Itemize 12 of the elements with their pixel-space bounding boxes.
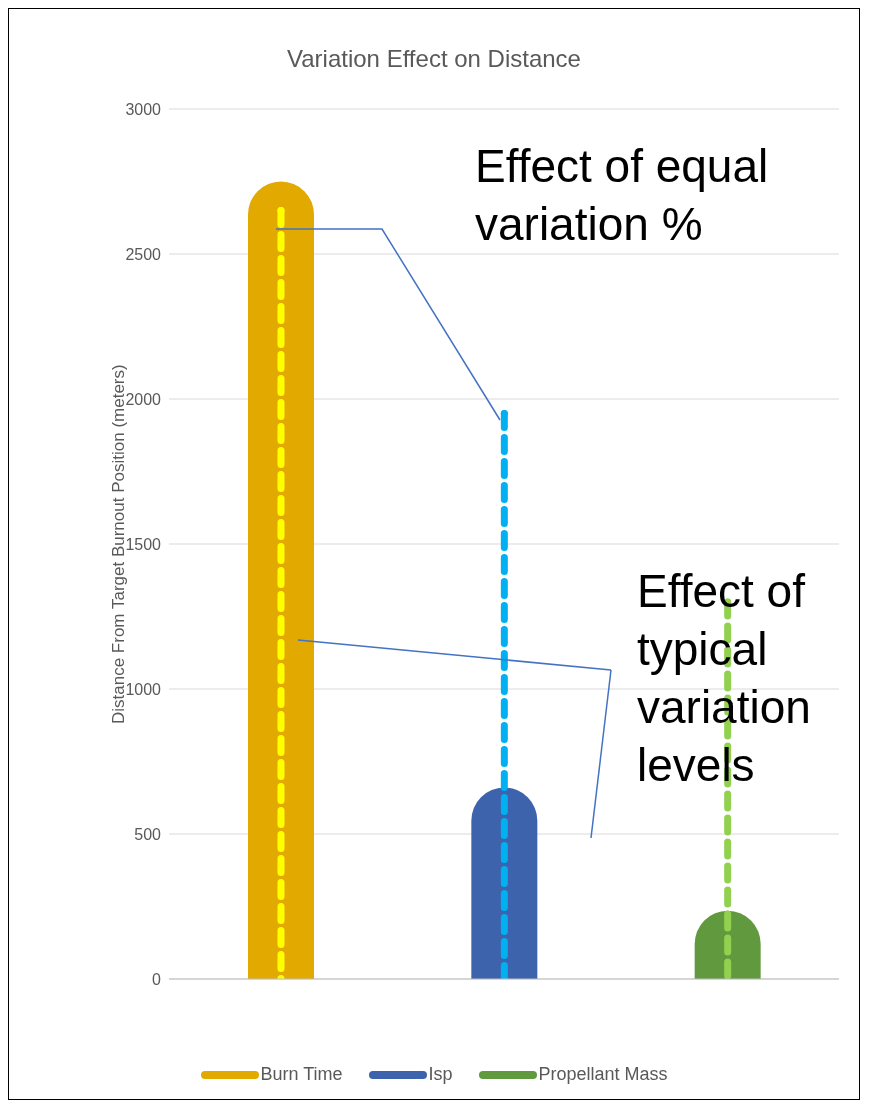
annotation: Effect of typical variation levels <box>637 564 812 793</box>
y-tick-label: 1500 <box>125 535 162 553</box>
legend-label: Propellant Mass <box>538 1064 668 1085</box>
legend-label: Burn Time <box>260 1064 343 1085</box>
y-tick-label: 3000 <box>125 100 162 118</box>
y-tick-label: 2000 <box>125 390 162 408</box>
annotation: Effect of equal variation % <box>475 139 770 252</box>
y-tick-label: 500 <box>134 825 162 843</box>
y-tick-label: 2500 <box>125 245 162 263</box>
y-tick-label: 0 <box>152 970 162 988</box>
legend-label: Isp <box>428 1064 453 1085</box>
chart-title: Variation Effect on Distance <box>286 45 582 73</box>
